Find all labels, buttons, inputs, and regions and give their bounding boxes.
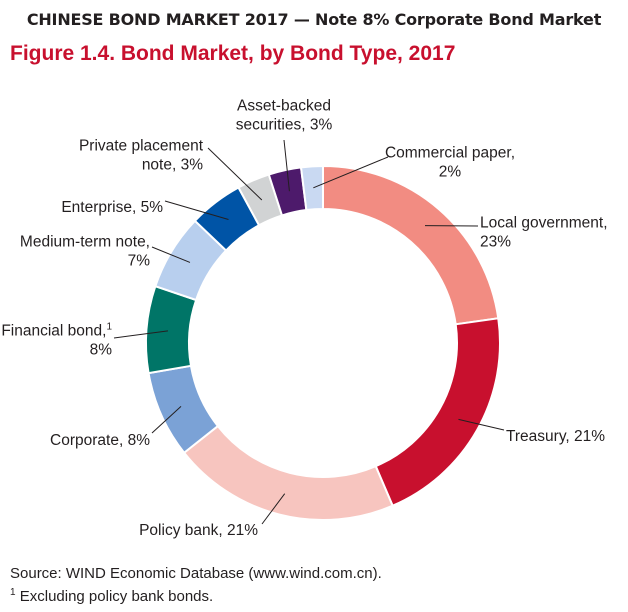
label-corporate: Corporate, 8% [50,432,150,449]
label-financial-bond: Financial bond,1 8% [1,322,112,359]
label-local-government: Local government, 23% [480,215,608,251]
footnote-text: Excluding policy bank bonds. [15,588,214,605]
leader-line-asset-backed-securities [283,139,290,192]
label-asset-backed-securities: Asset-backed securities, 3% [236,98,333,134]
leader-line-financial-bond [113,330,169,339]
leader-line-private-placement-note [207,147,263,201]
label-medium-term-note: Medium-term note, 7% [20,234,150,270]
slice-policy-bank [182,424,394,521]
leader-line-medium-term-note [151,246,191,263]
slice-commercial-paper [299,164,324,212]
donut-slices [145,164,501,521]
source-note: Source: WIND Economic Database (www.wind… [10,565,382,582]
slice-treasury [374,317,501,508]
slice-labels: Local government, 23% Treasury, 21% Policy … [1,98,607,540]
leader-line-corporate [151,406,182,434]
label-policy-bank: Policy bank, 21% [139,522,258,539]
leader-line-enterprise [164,200,229,220]
slice-financial-bond [145,284,198,375]
leader-line-treasury [458,418,505,431]
leader-line-commercial-paper [313,156,389,189]
chart-footer: Source: WIND Economic Database (www.wind… [10,564,382,606]
footnote: 1 Excluding policy bank bonds. [10,583,382,606]
donut-chart: Local government, 23% Treasury, 21% Policy … [1,98,607,540]
label-commercial-paper: Commercial paper, 2% [385,145,515,181]
label-enterprise: Enterprise, 5% [61,199,163,216]
label-treasury: Treasury, 21% [506,428,605,445]
label-private-placement-note: Private placement note, 3% [79,138,204,174]
figure-title: Figure 1.4. Bond Market, by Bond Type, 2… [10,42,456,65]
footnote-marker: 1 [10,587,16,598]
banner-title: CHINESE BOND MARKET 2017 — Note 8% Corpo… [26,10,602,29]
slice-local-government [322,164,500,326]
leader-line-policy-bank [261,493,286,525]
